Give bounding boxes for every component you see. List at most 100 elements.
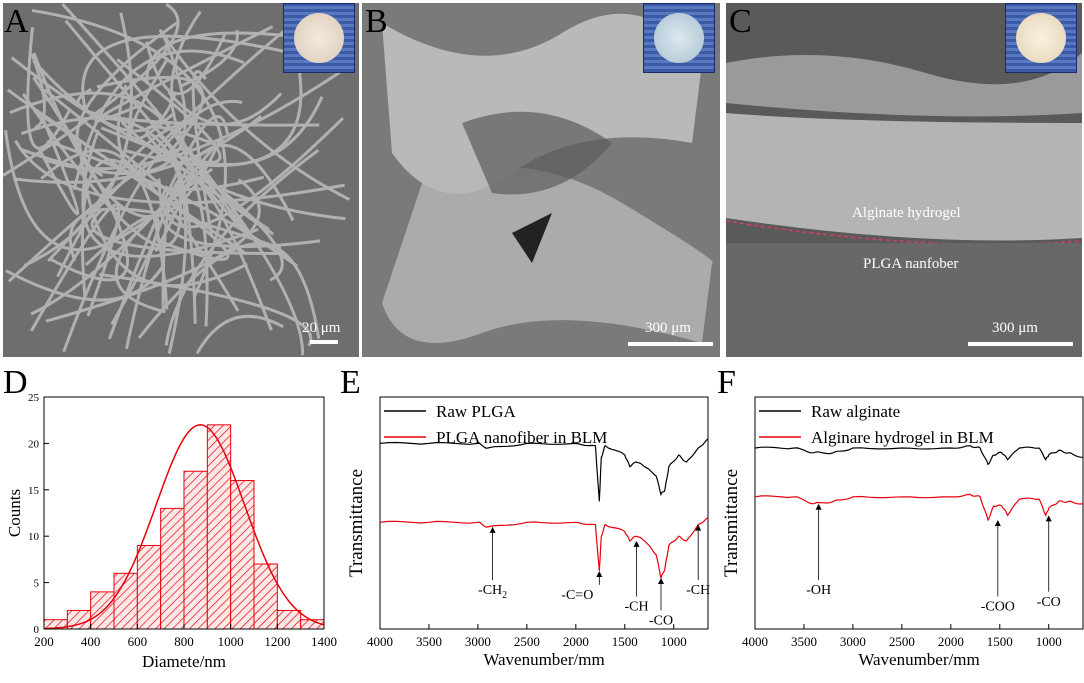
gaussian-fit-line xyxy=(43,424,325,630)
sem-image-c xyxy=(726,3,1082,357)
ftir-chart-e: Raw PLGA PLGA nanofiber in BLM 4000 3500 300… xyxy=(346,396,710,669)
annotation-subscript: 2 xyxy=(502,590,507,601)
annotation-arrowhead xyxy=(695,524,702,531)
x-tick-label: 3500 xyxy=(791,634,817,649)
series-line xyxy=(754,445,1084,466)
fiber-strand xyxy=(144,125,275,236)
scale-text-c: 300 μm xyxy=(992,320,1038,336)
panel-letter-c: C xyxy=(729,3,752,40)
y-tick-label: 0 xyxy=(34,624,40,636)
histogram-bar xyxy=(113,572,138,630)
fiber-strand xyxy=(90,209,285,256)
annotation-arrowhead xyxy=(994,519,1001,526)
annotation-label: -COO xyxy=(981,599,1015,614)
x-tick-label: 2500 xyxy=(514,634,540,649)
fiber-strand xyxy=(170,10,270,231)
fiber-strand xyxy=(125,65,303,168)
fiber-strand xyxy=(5,263,165,302)
histogram-chart-d: 200 400 600 800 1000 1200 1400 0 5 10 15 20 25 Diamet… xyxy=(5,392,337,671)
legend-label: Raw alginate xyxy=(811,402,900,421)
scale-text-a: 20 μm xyxy=(302,320,341,336)
panel-letter-d: D xyxy=(3,364,28,401)
photo-inset-b xyxy=(643,3,715,73)
annotation-label: -CO xyxy=(649,613,673,628)
fiber-strand xyxy=(94,25,274,123)
fiber-strand xyxy=(180,158,284,282)
series-line xyxy=(754,493,1084,522)
annotation-arrowhead xyxy=(1045,515,1052,522)
annotation-label: -OH xyxy=(806,583,831,598)
fiber-strand xyxy=(3,3,180,177)
y-tick-label: 20 xyxy=(28,438,40,450)
panel-letter-e: E xyxy=(340,364,361,401)
plot-frame xyxy=(379,396,709,630)
x-tick-label: 3000 xyxy=(840,634,866,649)
y-tick-label: 15 xyxy=(28,485,40,497)
x-tick-label: 1200 xyxy=(264,634,290,649)
label-plga-nanofiber: PLGA nanfober xyxy=(863,256,959,272)
fiber-strand xyxy=(47,12,307,262)
fiber-strand xyxy=(32,76,129,282)
fiber-strand xyxy=(30,203,121,332)
fiber-strand xyxy=(13,115,263,184)
fiber-strand xyxy=(128,57,176,142)
x-tick-label: 600 xyxy=(128,634,148,649)
sem-image-b xyxy=(362,3,720,357)
panel-letter-a: A xyxy=(4,3,29,40)
fiber-strand xyxy=(137,242,321,339)
x-tick-label: 1000 xyxy=(661,634,687,649)
y-tick-label: 5 xyxy=(34,578,40,590)
x-tick-label: 800 xyxy=(174,634,194,649)
x-tick-label: 4000 xyxy=(367,634,393,649)
annotation-arrowhead xyxy=(633,540,640,547)
fiber-strand xyxy=(195,314,285,355)
legend-label: Raw PLGA xyxy=(436,402,517,421)
y-tick-label: 25 xyxy=(28,392,40,404)
x-tick-label: 400 xyxy=(81,634,101,649)
series-line xyxy=(379,517,709,581)
x-tick-label: 3000 xyxy=(465,634,491,649)
annotation-arrowhead xyxy=(815,503,822,510)
x-tick-label: 1500 xyxy=(987,634,1013,649)
histogram-bar xyxy=(136,544,162,630)
y-axis-label: Counts xyxy=(5,489,24,537)
legend-label: PLGA nanofiber in BLM xyxy=(436,428,607,447)
fiber-strand xyxy=(114,167,214,314)
photo-inset-c xyxy=(1005,3,1077,73)
fiber-strand xyxy=(191,70,214,238)
annotation-arrowhead xyxy=(489,526,496,533)
histogram-bar xyxy=(160,507,185,630)
histogram-bar xyxy=(183,470,208,630)
histogram-bar xyxy=(253,563,278,630)
fiber-strand xyxy=(164,148,320,346)
histogram-bar xyxy=(276,609,302,630)
annotation-label: -CH xyxy=(624,599,648,614)
x-tick-label: 1000 xyxy=(218,634,244,649)
x-tick-label: 1400 xyxy=(311,634,337,649)
x-axis-label: Diamete/nm xyxy=(142,652,226,671)
fiber-strand xyxy=(107,115,229,340)
sample-disc-a xyxy=(294,13,344,63)
x-tick-label: 1000 xyxy=(1036,634,1062,649)
legend-label: Alginare hydrogel in BLM xyxy=(811,428,994,447)
annotation-arrowhead xyxy=(658,577,665,584)
panel-letter-f: F xyxy=(717,364,736,401)
fiber-strand xyxy=(96,75,205,160)
fiber-strand xyxy=(167,91,283,126)
fiber-strand xyxy=(9,91,209,327)
sample-disc-c xyxy=(1016,13,1066,63)
fiber-strand xyxy=(30,53,46,130)
series-line xyxy=(379,438,709,502)
fiber-strand xyxy=(32,59,178,133)
fiber-strand xyxy=(68,207,282,262)
scale-bar-a xyxy=(310,340,338,344)
fiber-strand xyxy=(37,118,80,216)
fiber-strand xyxy=(72,49,245,191)
annotation-label: -CO xyxy=(1037,595,1061,610)
x-axis-label: Wavenumber/mm xyxy=(483,650,604,669)
annotation-label: -C=O xyxy=(561,588,593,603)
photo-inset-a xyxy=(283,3,355,73)
scale-bar-b xyxy=(628,342,713,346)
x-tick-label: 200 xyxy=(34,634,54,649)
x-tick-label: 2000 xyxy=(563,634,589,649)
